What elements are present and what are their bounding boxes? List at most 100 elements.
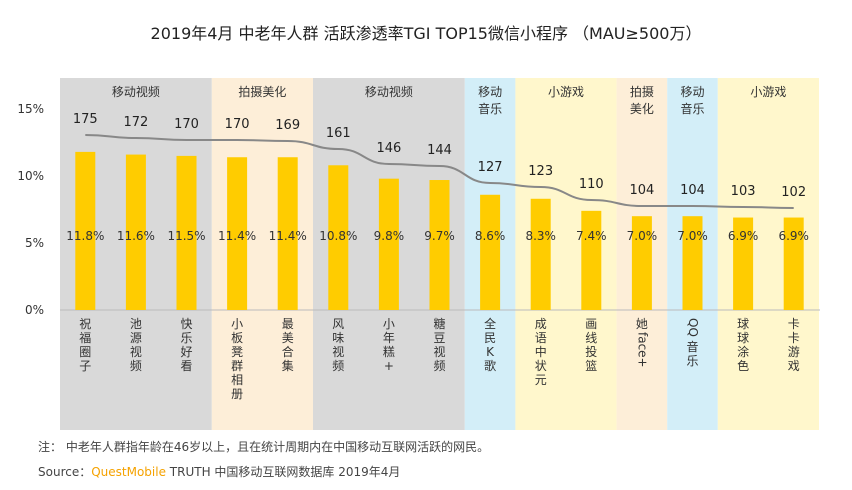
category-label: 快	[180, 317, 192, 331]
category-label: 祝	[79, 317, 91, 331]
category-label: 全	[484, 316, 496, 331]
bar-value-label: 7.4%	[576, 229, 607, 243]
category-label: 视	[433, 344, 445, 359]
chart-title: 2019年4月 中老年人群 活跃渗透率TGI TOP15微信小程序 （MAU≥5…	[150, 24, 702, 43]
group-band	[717, 78, 819, 430]
tgi-value-label: 103	[731, 184, 756, 199]
category-label: 册	[231, 387, 243, 401]
category-label: 好	[180, 345, 192, 359]
category-label: 篮	[585, 358, 597, 373]
category-label: 源	[130, 331, 142, 345]
bar-value-label: 6.9%	[728, 229, 759, 243]
tgi-value-label: 161	[326, 126, 351, 141]
category-label: 球	[737, 317, 749, 331]
tgi-value-label: 104	[629, 183, 654, 198]
bar	[328, 165, 349, 310]
tgi-value-label: 102	[781, 185, 806, 200]
group-band	[515, 78, 617, 430]
category-label: K	[486, 345, 495, 359]
category-label: 游	[788, 345, 800, 359]
source-rest: TRUTH 中国移动互联网数据库 2019年4月	[165, 465, 401, 479]
category-label: 子	[79, 359, 91, 373]
group-label: 小游戏	[750, 85, 786, 99]
group-label: 拍摄	[630, 84, 654, 99]
bar-value-label: 8.3%	[525, 229, 556, 243]
category-label: 频	[433, 359, 445, 373]
bar	[631, 216, 652, 310]
category-label: 风	[332, 317, 344, 331]
bar	[277, 157, 298, 310]
group-label: 拍摄美化	[238, 84, 286, 99]
bar	[581, 210, 602, 310]
tgi-line	[85, 134, 794, 209]
category-label: 板	[231, 331, 243, 345]
category-label: 视	[130, 344, 142, 359]
tgi-value-label: 104	[680, 183, 705, 198]
bar	[682, 216, 703, 310]
category-label: 凳	[231, 344, 243, 359]
bar	[429, 180, 450, 310]
category-label: 合	[282, 344, 294, 359]
category-label: 池	[130, 317, 142, 331]
category-label: 集	[282, 358, 294, 373]
tgi-value-label: 170	[174, 117, 199, 132]
group-label: 移动视频	[112, 84, 160, 99]
category-label: 语	[535, 331, 547, 345]
category-label: 球	[737, 331, 749, 345]
bar-value-label: 7.0%	[627, 229, 658, 243]
bar-value-label: 11.5%	[167, 229, 205, 243]
group-label: 音乐	[680, 101, 704, 116]
category-label: 画	[585, 317, 597, 331]
tgi-value-label: 144	[427, 143, 452, 158]
category-label: 中	[535, 344, 547, 359]
category-label: 频	[332, 359, 344, 373]
category-label: 频	[130, 359, 142, 373]
group-label: 移动	[680, 85, 704, 99]
tgi-value-label: 169	[275, 118, 300, 133]
category-label: 糕	[383, 345, 395, 359]
category-label: 投	[585, 344, 597, 359]
bar	[480, 194, 501, 310]
category-label: 她	[636, 317, 648, 331]
bar	[530, 198, 551, 310]
category-label: 乐	[180, 331, 192, 345]
category-label: 豆	[433, 331, 445, 345]
group-label: 美化	[630, 102, 654, 116]
category-label: 元	[535, 373, 547, 387]
category-label: 戏	[788, 359, 800, 373]
category-label: 小	[383, 317, 395, 331]
bar-value-label: 9.7%	[424, 229, 455, 243]
category-label: 最	[282, 317, 294, 331]
bar-value-label: 10.8%	[319, 229, 357, 243]
category-label: 民	[484, 331, 496, 345]
category-label: 视	[332, 344, 344, 359]
category-label: 成	[535, 317, 547, 331]
bar	[227, 157, 248, 310]
bar	[125, 154, 146, 310]
category-label: 卡	[788, 317, 800, 331]
bar-value-label: 6.9%	[778, 229, 809, 243]
category-label: 卡	[788, 331, 800, 345]
bar-value-label: 9.8%	[374, 229, 405, 243]
source-line: Source：QuestMobile TRUTH 中国移动互联网数据库 2019…	[38, 463, 400, 480]
category-label: QQ	[686, 318, 700, 337]
tgi-value-label: 175	[73, 112, 98, 127]
bar-value-label: 7.0%	[677, 229, 708, 243]
group-label: 小游戏	[548, 85, 584, 99]
category-label: 音	[686, 339, 698, 354]
category-label: 乐	[686, 354, 698, 368]
bar	[176, 155, 197, 310]
category-label: 圈	[79, 345, 91, 359]
y-tick-label: 5%	[25, 236, 44, 250]
bar	[733, 217, 754, 310]
footnote: 注： 中老年人群指年龄在46岁以上，且在统计周期内在中国移动互联网活跃的网民。	[38, 440, 490, 454]
category-label: 线	[585, 331, 597, 345]
bar	[783, 217, 804, 310]
y-tick-label: 10%	[17, 169, 44, 183]
category-label: 福	[79, 330, 91, 345]
category-label: 看	[180, 359, 192, 373]
bar	[75, 151, 96, 310]
category-label: 群	[231, 359, 243, 373]
category-label: 年	[383, 331, 395, 345]
